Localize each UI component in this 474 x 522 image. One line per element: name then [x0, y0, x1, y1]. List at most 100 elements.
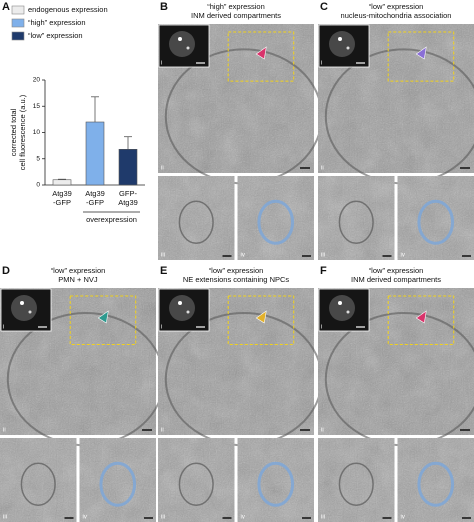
spot [20, 301, 24, 305]
sublabel: ii [321, 428, 324, 434]
grain [397, 438, 474, 522]
sublabel: iii [321, 253, 325, 259]
legend-swatch [11, 18, 25, 28]
panel-title: INM derived compartments [191, 11, 281, 20]
sublabel: ii [3, 428, 6, 434]
panel-title: nucleus-mitochondria association [341, 11, 452, 20]
panel-title: INM derived compartments [351, 275, 441, 284]
spot [186, 310, 190, 314]
panel-title: “high” expression [207, 2, 265, 11]
roi [387, 295, 455, 346]
arrowhead [255, 46, 267, 60]
roi [227, 295, 295, 346]
sublabel: ii [161, 428, 164, 434]
panel-letter: C [320, 1, 328, 13]
arrowhead [415, 46, 427, 60]
sublabel: iv [241, 253, 245, 259]
membrane [257, 199, 295, 245]
bar [85, 121, 105, 186]
x-tick-label: Atg39 -GFP [85, 189, 105, 207]
membrane [338, 462, 374, 506]
sublabel: i [161, 61, 162, 67]
y-tick-label: 20 [33, 77, 41, 84]
cell-signal [169, 31, 195, 57]
spot [178, 37, 182, 41]
panel-title: “low” expression [369, 266, 424, 275]
spot [346, 46, 350, 50]
spot [178, 301, 182, 305]
spot [186, 46, 190, 50]
roi [227, 31, 295, 82]
sublabel: i [321, 61, 322, 67]
grain [158, 176, 235, 260]
annotation: overexpression [86, 215, 137, 224]
grain [237, 176, 314, 260]
sublabel: ii [161, 166, 164, 172]
y-tick-label: 5 [36, 155, 40, 162]
cell-signal [329, 31, 355, 57]
panel-letter: D [2, 265, 10, 277]
panel-title: “low” expression [369, 2, 424, 11]
membrane [20, 462, 56, 506]
legend-label: “high” expression [28, 18, 86, 27]
grain [318, 176, 395, 260]
grain [397, 176, 474, 260]
arrowhead [415, 310, 427, 324]
arrowhead [97, 310, 109, 324]
spot [338, 301, 342, 305]
sublabel: iii [321, 515, 325, 521]
sublabel: iii [161, 515, 165, 521]
sublabel: iii [3, 515, 7, 521]
panel-title: PMN + NVJ [58, 275, 98, 284]
cell-signal [169, 295, 195, 321]
sublabel: iii [161, 253, 165, 259]
arrowhead [255, 310, 267, 324]
panel-letter: F [320, 265, 327, 277]
membrane [99, 461, 137, 507]
grain [237, 438, 314, 522]
grain [79, 438, 156, 522]
sublabel: i [3, 325, 4, 331]
membrane [417, 199, 455, 245]
grain [0, 438, 77, 522]
sublabel: iv [83, 515, 87, 521]
bar [118, 149, 138, 186]
panel-letter: B [160, 1, 168, 13]
panel-title: “low” expression [51, 266, 106, 275]
y-tick-label: 15 [33, 103, 41, 110]
bar [52, 179, 72, 186]
y-axis-label: cell fluorescence (a.u.) [18, 94, 27, 170]
panel-letter: A [2, 1, 10, 13]
membrane [257, 461, 295, 507]
legend-label: “low” expression [28, 31, 83, 40]
y-tick-label: 10 [33, 129, 41, 136]
x-tick-label: GFP-Atg39 [118, 189, 138, 207]
cell-signal [11, 295, 37, 321]
y-axis-label: corrected total [9, 108, 18, 156]
sublabel: i [321, 325, 322, 331]
grain [318, 438, 395, 522]
roi [69, 295, 137, 346]
y-tick-label: 0 [36, 182, 40, 189]
membrane [178, 200, 214, 244]
sublabel: iv [241, 515, 245, 521]
legend-swatch [11, 31, 25, 41]
grain [158, 438, 235, 522]
x-tick-label: Atg39 -GFP [52, 189, 72, 207]
sublabel: i [161, 325, 162, 331]
membrane [417, 461, 455, 507]
spot [338, 37, 342, 41]
membrane [178, 462, 214, 506]
spot [28, 310, 32, 314]
legend-swatch [11, 5, 25, 15]
panel-title: NE extensions containing NPCs [183, 275, 290, 284]
legend-label: endogenous expression [28, 5, 108, 14]
panel-title: “low” expression [209, 266, 264, 275]
sublabel: ii [321, 166, 324, 172]
